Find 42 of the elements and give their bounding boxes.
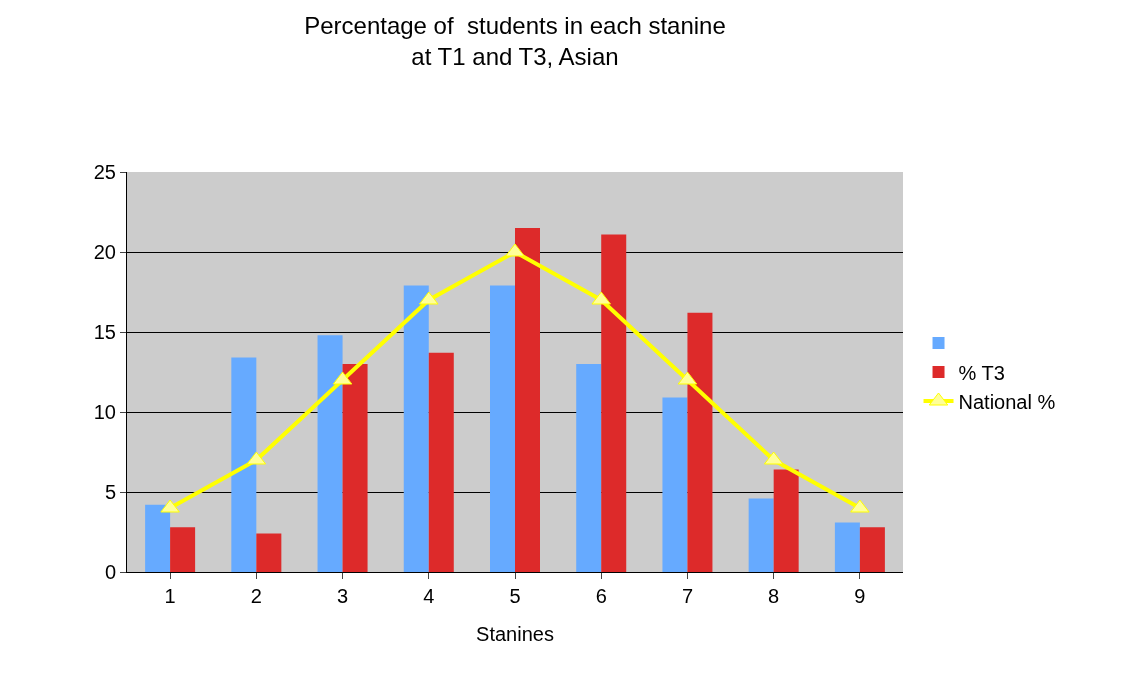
legend-label: % T3 xyxy=(958,361,1005,384)
bar xyxy=(490,285,515,572)
bar xyxy=(403,285,429,572)
bar xyxy=(748,498,774,572)
x-axis-title: Stanines xyxy=(476,622,554,645)
point xyxy=(419,291,439,305)
point xyxy=(591,291,611,305)
bar xyxy=(256,533,282,572)
bar xyxy=(170,527,196,572)
point xyxy=(160,499,180,513)
x-tick-label: 3 xyxy=(337,585,349,607)
point xyxy=(850,499,870,513)
x-tick-label: 6 xyxy=(595,585,607,607)
x-tick-label: 4 xyxy=(423,585,435,607)
bar xyxy=(342,364,368,572)
bar xyxy=(428,352,454,572)
x-tick-label: 5 xyxy=(509,585,521,607)
legend-label: National % xyxy=(958,390,1056,413)
y-tick-label: 0 xyxy=(104,561,116,583)
bar xyxy=(662,397,688,572)
bar xyxy=(317,335,343,572)
bar xyxy=(231,357,257,572)
y-tick-label: 20 xyxy=(93,241,116,263)
x-tick-label: 7 xyxy=(681,585,693,607)
x-tick-label: 1 xyxy=(164,585,176,607)
bar xyxy=(515,228,540,572)
x-tick-label: 8 xyxy=(768,585,780,607)
y-tick-label: 25 xyxy=(93,161,116,183)
bar xyxy=(687,312,713,572)
x-tick-label: 2 xyxy=(250,585,262,607)
bar xyxy=(145,504,171,572)
y-tick-label: 10 xyxy=(93,401,116,423)
bar xyxy=(601,234,627,572)
y-tick-label: 15 xyxy=(93,321,116,343)
bar xyxy=(859,527,885,572)
bar xyxy=(773,469,799,572)
x-tick-label: 9 xyxy=(854,585,866,607)
bar xyxy=(834,522,860,572)
y-tick-label: 5 xyxy=(104,481,116,503)
point xyxy=(505,243,525,257)
bar xyxy=(576,364,602,572)
chart-title: Percentage of students in each stanine at T1 and T3, Asian xyxy=(304,12,726,71)
